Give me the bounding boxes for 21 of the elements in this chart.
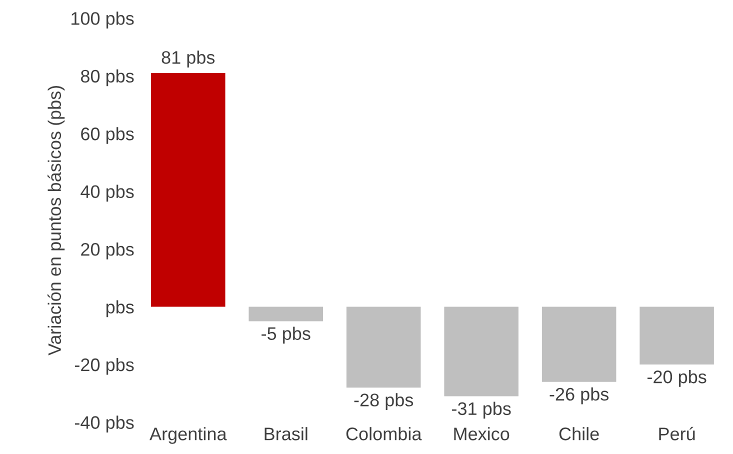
data-label: -31 pbs [452,402,511,419]
y-tick-label: 60 pbs [81,127,134,144]
data-label: -26 pbs [550,387,609,404]
y-axis-title: Variación en puntos básicos (pbs) [48,86,65,356]
x-tick-label: Perú [659,426,695,440]
y-tick-label: pbs [106,300,134,318]
y-tick-label: 40 pbs [80,184,134,202]
y-tick-label: 80 pbs [80,69,134,86]
x-tick-label: Mexico [454,427,510,440]
y-tick-label: 100 pbs [72,12,134,28]
y-tick-label: 20 pbs [81,242,134,260]
y-tick-label: -40 pbs [74,416,134,433]
data-label: 81 pbs [162,50,215,68]
x-tick-label: Chile [559,427,599,440]
data-label: -20 pbs [647,370,706,387]
data-label: -28 pbs [354,393,414,410]
x-tick-label: Colombia [346,427,422,440]
data-label: -5 pbs [262,326,310,344]
x-tick-label: Brasil [264,427,308,440]
y-tick-label: -20 pbs [74,358,134,375]
x-tick-label: Argentina [150,427,227,444]
